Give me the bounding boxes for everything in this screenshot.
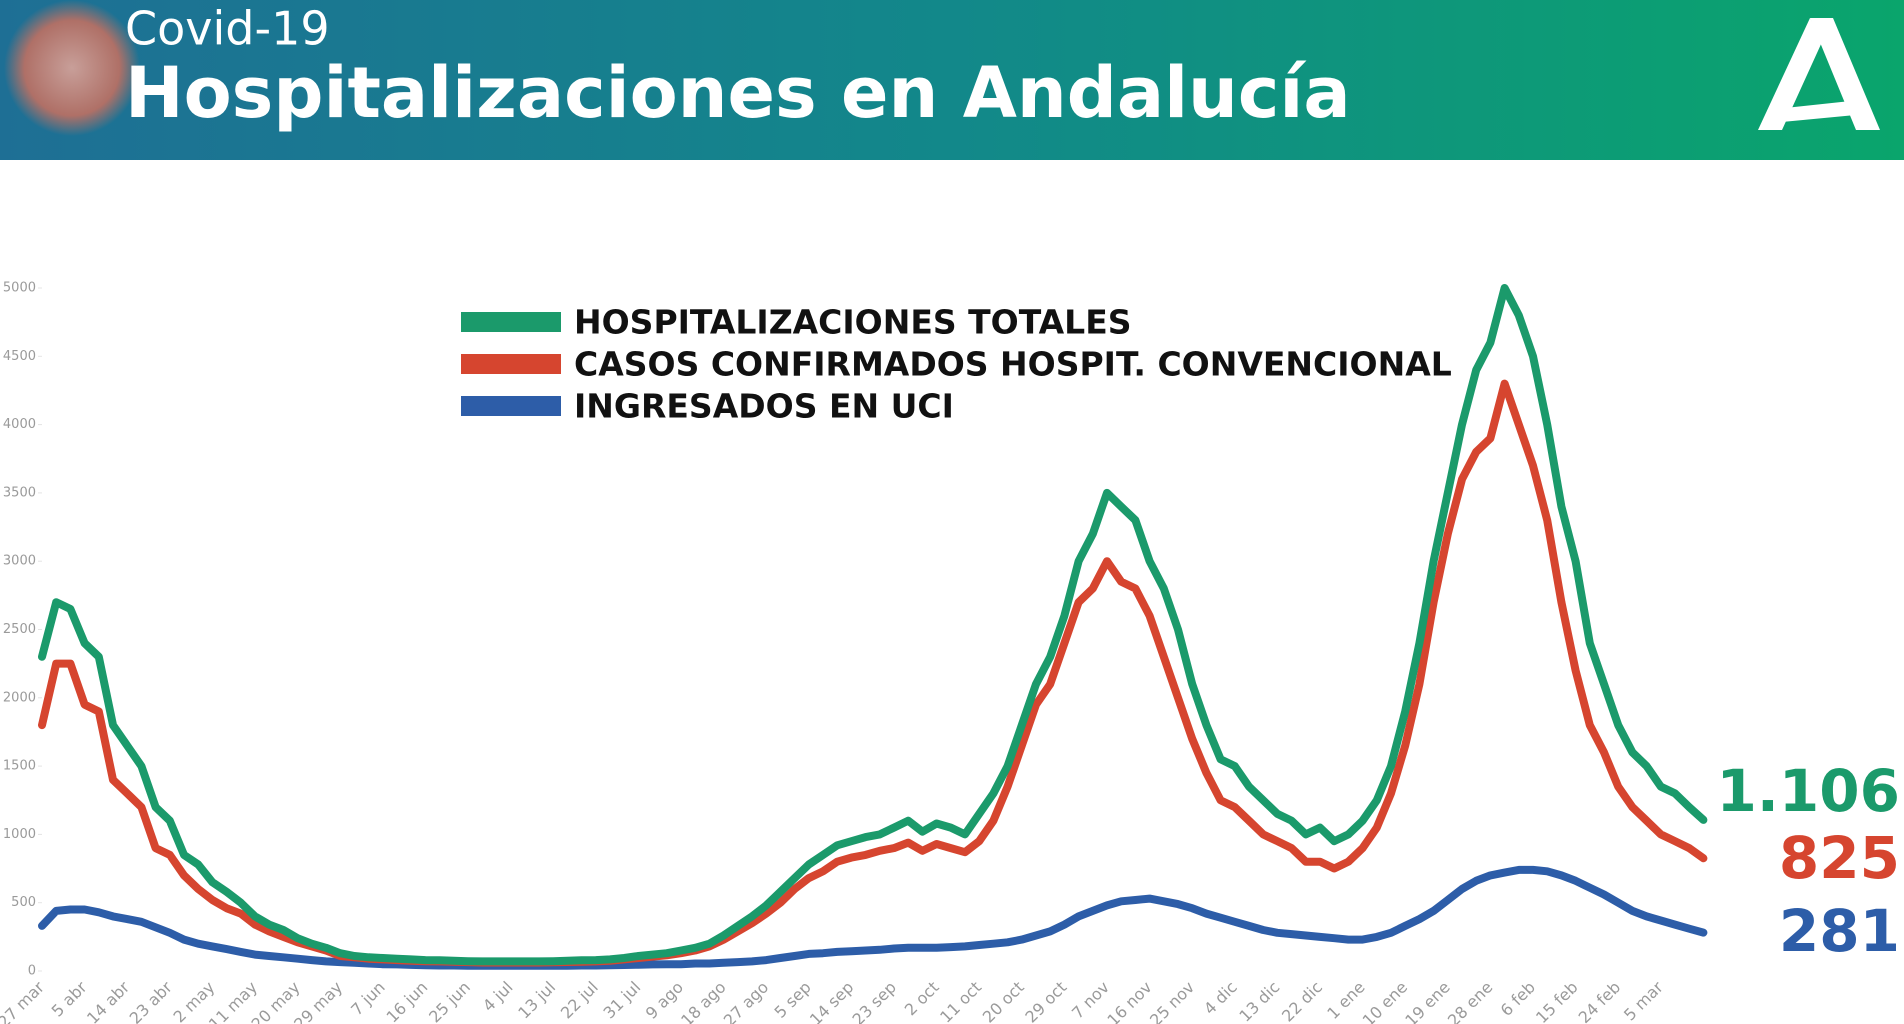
series-line [38, 284, 1708, 966]
x-tick-label: 13 jul [514, 978, 559, 1023]
y-tick-label: 0 [28, 964, 36, 979]
y-tick-label: 3000 [3, 554, 36, 569]
legend-label: CASOS CONFIRMADOS HOSPIT. CONVENCIONAL [574, 345, 1452, 384]
x-tick-label: 25 nov [1146, 978, 1198, 1024]
x-tick-label: 29 oct [1021, 978, 1070, 1024]
x-tick-label: 22 dic [1278, 978, 1326, 1024]
legend-swatch [461, 396, 561, 416]
header-band [0, 0, 1904, 160]
virus-icon [4, 0, 140, 136]
legend-swatch [461, 312, 561, 332]
end-value-label: 281 [1779, 897, 1900, 965]
x-tick-label: 5 mar [1620, 977, 1667, 1024]
logo [1758, 18, 1880, 130]
x-tick-label: 13 dic [1235, 978, 1283, 1024]
x-tick-label: 28 ene [1444, 978, 1497, 1024]
y-tick-label: 5000 [3, 281, 36, 296]
y-tick-label: 2500 [3, 622, 36, 637]
x-tick-label: 22 jul [557, 978, 602, 1023]
x-tick-label: 27 mar [0, 977, 48, 1024]
x-tick-label: 31 jul [600, 978, 645, 1023]
x-tick-label: 23 sep [849, 978, 900, 1024]
x-tick-label: 11 oct [936, 978, 985, 1024]
end-value-label: 1.106 [1717, 757, 1900, 825]
y-tick-label: 1500 [3, 759, 36, 774]
header-subtitle: Covid-19 [125, 2, 330, 56]
y-tick-label: 4500 [3, 349, 36, 364]
y-tick-label: 500 [11, 895, 36, 910]
x-tick-label: 20 oct [979, 978, 1028, 1024]
end-value-label: 825 [1779, 824, 1900, 892]
x-tick-label: 4 jul [479, 978, 517, 1016]
x-tick-label: 29 may [290, 978, 346, 1024]
legend-swatch [461, 354, 561, 374]
x-tick-label: 14 abr [83, 977, 133, 1024]
x-tick-label: 15 feb [1532, 978, 1582, 1024]
x-tick-label: 25 jun [425, 978, 474, 1024]
header-title: Hospitalizaciones en Andalucía [125, 52, 1351, 134]
x-tick-label: 23 abr [126, 977, 176, 1024]
y-tick-label: 2000 [3, 690, 36, 705]
series-line [38, 865, 1708, 970]
legend-label: INGRESADOS EN UCI [574, 387, 954, 426]
y-tick-label: 4000 [3, 417, 36, 432]
x-tick-label: 16 jun [382, 978, 431, 1024]
x-tick-label: 24 feb [1575, 978, 1625, 1024]
legend-label: HOSPITALIZACIONES TOTALES [574, 303, 1132, 342]
y-tick-label: 3500 [3, 485, 36, 500]
x-tick-label: 27 ago [720, 978, 772, 1024]
y-tick-label: 1000 [3, 827, 36, 842]
